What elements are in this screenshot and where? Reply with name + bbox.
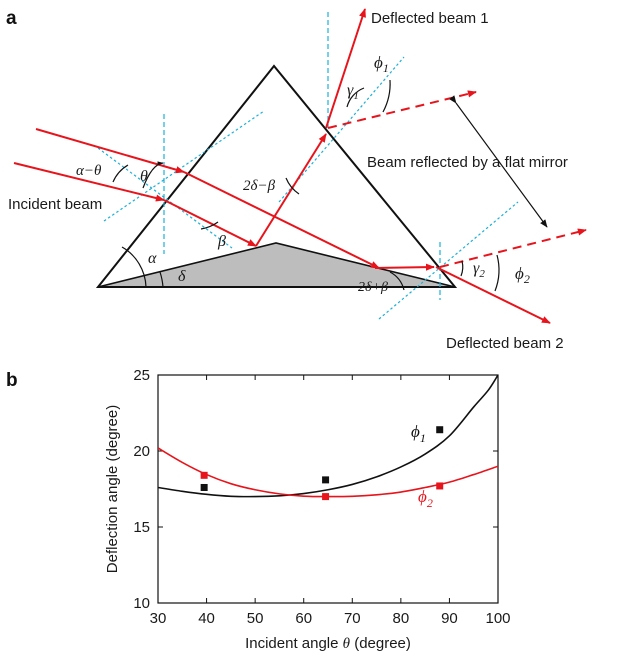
series-1-point (200, 483, 208, 491)
series-1-label: ϕ1 (411, 422, 426, 445)
incident-beam-upper (35, 128, 185, 174)
x-tick-label: 100 (485, 610, 510, 627)
x-tick-label: 30 (150, 610, 167, 627)
series-2-point (436, 482, 444, 490)
series-2: ϕ2 (158, 447, 498, 510)
y-tick-label: 10 (133, 595, 150, 612)
refracted-beam-upper (183, 171, 380, 269)
panel-a-letter: a (6, 8, 17, 29)
series-1-curve (158, 375, 498, 498)
delta-label: δ (178, 268, 186, 285)
x-tick-label: 50 (247, 610, 264, 627)
series-1: ϕ1 (158, 375, 498, 498)
mirror-label-pointer (449, 95, 548, 228)
theta-label: θ (140, 168, 148, 185)
series-1-point (436, 426, 444, 434)
beta-label: β (217, 233, 226, 250)
series-1-point (322, 476, 330, 484)
y-tick-label: 15 (133, 519, 150, 536)
alpha-label: α (148, 250, 157, 267)
gamma1-label: γ1 (347, 82, 359, 102)
axis-ticks: 30 40 50 60 70 80 90 100 10 15 20 25 (133, 367, 510, 627)
two-delta-minus-beta-label: 2δ−β (243, 178, 276, 194)
prism (95, 64, 458, 288)
reflected-beam-label: Beam reflected by a flat mirror (367, 154, 568, 171)
x-axis-label: Incident angle θ (degree) (245, 635, 411, 652)
x-tick-label: 70 (344, 610, 361, 627)
angle-arcs (112, 79, 500, 292)
y-tick-label: 20 (133, 443, 150, 460)
refracted-beam-lower (163, 199, 257, 247)
beam-to-exit (374, 263, 435, 271)
plot-frame (157, 374, 499, 604)
x-tick-label: 90 (441, 610, 458, 627)
series-2-point (322, 493, 330, 501)
series-layer: ϕ1 ϕ2 (158, 375, 498, 510)
y-tick-label: 25 (133, 367, 150, 384)
deflection-chart: b 30 40 50 60 70 80 90 100 10 15 20 25 ϕ1 ϕ2 Deflect… (6, 367, 511, 652)
prism-diagram: a (6, 8, 587, 352)
two-delta-plus-beta-label: 2δ+β (358, 280, 388, 295)
series-2-point (200, 471, 208, 479)
x-tick-label: 60 (295, 610, 312, 627)
deflected-beam-2-line (435, 266, 551, 324)
mirror-beam-2 (439, 228, 587, 268)
incident-beam-label: Incident beam (8, 196, 102, 213)
x-tick-label: 40 (198, 610, 215, 627)
deflected-beam-1-label: Deflected beam 1 (371, 10, 489, 27)
x-tick-label: 80 (393, 610, 410, 627)
incident-beam-lower (13, 162, 165, 202)
series-2-label: ϕ2 (418, 487, 433, 510)
phi2-label: ϕ2 (515, 264, 530, 286)
gamma2-label: γ2 (473, 260, 485, 280)
deflected-beam-1-line (325, 8, 366, 129)
panel-b-letter: b (6, 370, 18, 391)
alpha-minus-theta-label: α−θ (76, 163, 102, 179)
y-axis-label: Deflection angle (degree) (104, 405, 121, 573)
reflected-beam-up (255, 133, 327, 247)
phi1-label: ϕ1 (374, 53, 389, 75)
deflected-beam-2-label: Deflected beam 2 (446, 335, 564, 352)
vertical-references (163, 12, 441, 300)
